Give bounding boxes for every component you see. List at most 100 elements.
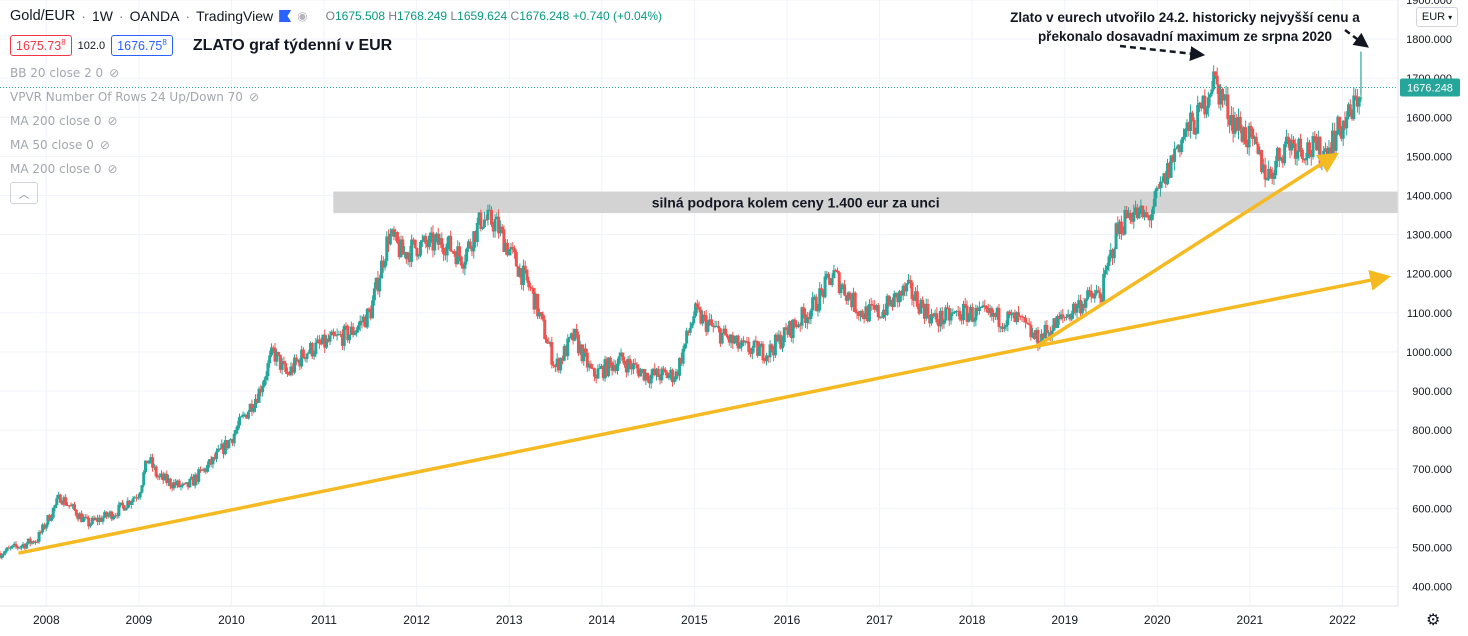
candle-body: [23, 544, 27, 549]
candle-body: [184, 482, 188, 484]
candle-body: [525, 269, 529, 281]
candle-body: [42, 524, 46, 529]
eye-crossed-icon[interactable]: ⊘: [248, 90, 260, 104]
candle-body: [1093, 293, 1097, 299]
candle-body: [965, 305, 969, 322]
eye-crossed-icon[interactable]: ⊘: [109, 66, 120, 80]
candle-body: [300, 349, 304, 367]
candle-body: [683, 343, 687, 349]
candle-body: [10, 545, 14, 548]
candle-body: [791, 319, 795, 338]
candle-body: [113, 515, 117, 517]
candle-body: [1323, 148, 1327, 151]
candle-body: [190, 476, 194, 479]
candle-body: [963, 303, 967, 306]
time-axis-bg: [0, 606, 1468, 636]
candle-body: [603, 359, 607, 379]
candle-body: [672, 379, 676, 383]
candle-body: [1047, 332, 1051, 334]
candle-body: [798, 324, 802, 326]
candle-body: [291, 366, 295, 373]
candle-body: [862, 317, 866, 320]
candle-body: [690, 323, 694, 328]
candle-body: [195, 474, 199, 483]
candle-body: [757, 346, 761, 356]
candle-body: [765, 355, 769, 362]
candle-body: [170, 486, 174, 489]
symbol-label[interactable]: Gold/EUR: [10, 8, 76, 24]
candle-body: [99, 517, 103, 522]
candle-body: [1054, 318, 1058, 329]
candle-body: [479, 212, 483, 229]
interval-label[interactable]: 1W: [91, 8, 113, 24]
support-zone-label: silná podpora kolem ceny 1.400 eur za un…: [652, 194, 940, 210]
candle-body: [1192, 119, 1196, 135]
candle-body: [293, 357, 297, 373]
candle-body: [1284, 136, 1288, 145]
candle-body: [617, 356, 621, 364]
price-axis-bg: [1398, 0, 1468, 606]
candle-body: [497, 216, 501, 234]
candle-body: [835, 270, 839, 273]
candle-body: [1173, 148, 1177, 162]
candle-body: [225, 440, 229, 448]
candle-body: [411, 239, 415, 241]
candle-body: [408, 252, 412, 262]
candle-body: [213, 457, 217, 460]
candle-body: [887, 295, 891, 306]
eye-crossed-icon[interactable]: ⊘: [99, 138, 110, 152]
candle-body: [26, 538, 30, 544]
candle-body: [825, 273, 829, 277]
candle-body: [482, 219, 486, 228]
candle-body: [128, 500, 132, 505]
candle-body: [193, 474, 197, 486]
eye-crossed-icon[interactable]: ⊘: [107, 162, 118, 176]
eye-crossed-icon[interactable]: ◉: [297, 9, 308, 23]
sell-button[interactable]: 1675.738: [10, 35, 72, 57]
candle-body: [1205, 108, 1209, 115]
candle-body: [953, 311, 957, 313]
candle-body: [1031, 332, 1035, 338]
candle-body: [1061, 314, 1065, 317]
candle-body: [46, 515, 50, 525]
chevron-up-icon[interactable]: ︿: [10, 182, 38, 204]
candle-body: [724, 328, 728, 336]
candle-body: [509, 246, 513, 250]
indicator-bb[interactable]: BB 20 close 2 0 ⊘: [10, 66, 120, 80]
candle-body: [69, 505, 73, 507]
indicator-vpvr[interactable]: VPVR Number Of Rows 24 Up/Down 70 ⊘: [10, 90, 260, 104]
candle-body: [878, 316, 882, 318]
candle-body: [919, 299, 923, 314]
eye-crossed-icon[interactable]: ⊘: [107, 114, 118, 128]
indicator-ma200-b[interactable]: MA 200 close 0 ⊘: [10, 162, 118, 176]
candle-body: [544, 338, 548, 343]
candle-body: [539, 312, 543, 315]
candle-body: [71, 504, 75, 506]
candle-body: [949, 313, 953, 321]
buy-button[interactable]: 1676.758: [111, 35, 173, 57]
candle-body: [1068, 314, 1072, 320]
candle-body: [1169, 155, 1173, 178]
candle-body: [931, 313, 935, 317]
quote-row: 1675.738 102.0 1676.758 ZLATO graf týden…: [10, 35, 392, 57]
flag-icon[interactable]: [279, 10, 292, 22]
candle-body: [310, 343, 314, 357]
candle-body: [358, 320, 362, 326]
candle-body: [461, 265, 465, 269]
candle-body: [1006, 311, 1010, 325]
candle-body: [930, 313, 934, 324]
candle-body: [529, 287, 533, 289]
candle-body: [1236, 116, 1240, 131]
candle-body: [346, 325, 350, 341]
indicator-ma50[interactable]: MA 50 close 0 ⊘: [10, 138, 110, 152]
candle-body: [1338, 116, 1342, 130]
gear-icon[interactable]: ⚙: [1426, 612, 1441, 629]
candle-body: [206, 464, 210, 472]
candle-body: [1256, 143, 1260, 154]
candle-body: [120, 502, 124, 506]
candle-body: [2, 553, 6, 556]
indicator-ma200[interactable]: MA 200 close 0 ⊘: [10, 114, 118, 128]
candle-body: [637, 368, 641, 377]
currency-selector[interactable]: EUR ▾: [1416, 7, 1458, 27]
